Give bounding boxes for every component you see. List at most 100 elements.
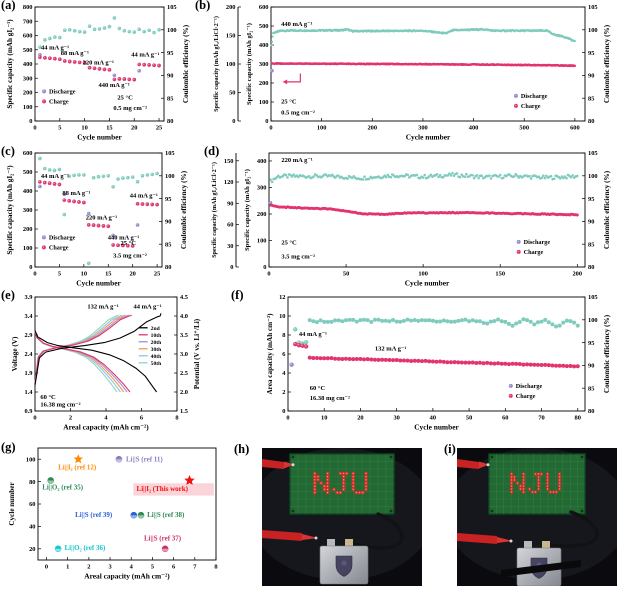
led-text [312, 471, 369, 495]
svg-text:Potential (V vs. Li⁺/Li): Potential (V vs. Li⁺/Li) [193, 318, 201, 389]
svg-text:105: 105 [167, 4, 177, 11]
svg-text:100: 100 [259, 99, 269, 106]
svg-text:Discharge: Discharge [516, 383, 543, 390]
svg-text:25 °C: 25 °C [117, 95, 133, 102]
svg-text:Li||S (ref 11): Li||S (ref 11) [126, 455, 163, 463]
svg-text:60: 60 [502, 415, 508, 422]
svg-text:440 mA g⁻¹: 440 mA g⁻¹ [108, 234, 139, 241]
svg-text:600: 600 [259, 4, 269, 11]
svg-text:2.9: 2.9 [25, 332, 33, 339]
svg-text:25: 25 [156, 125, 162, 132]
svg-text:80: 80 [29, 479, 35, 486]
panel-i: (i) [424, 440, 618, 591]
svg-text:Charge: Charge [521, 103, 541, 110]
photo-h-led-demo [262, 448, 422, 586]
svg-text:100: 100 [23, 245, 33, 252]
svg-text:88 mA g⁻¹: 88 mA g⁻¹ [62, 190, 90, 197]
svg-text:100: 100 [588, 317, 598, 324]
svg-text:12: 12 [279, 294, 285, 301]
svg-text:90: 90 [588, 219, 594, 226]
svg-text:Coulombic efficiency (%): Coulombic efficiency (%) [603, 170, 611, 249]
svg-text:Specific capacity (mAh gI₂⁻¹): Specific capacity (mAh gI₂⁻¹) [246, 23, 253, 105]
svg-text:Coulombic efficiency (%): Coulombic efficiency (%) [603, 24, 611, 103]
svg-text:0.5 mg cm⁻²: 0.5 mg cm⁻² [281, 109, 315, 116]
svg-text:200: 200 [257, 211, 267, 218]
svg-text:60: 60 [29, 501, 35, 508]
svg-text:500: 500 [23, 47, 33, 54]
svg-text:5: 5 [58, 271, 61, 278]
led-text [509, 471, 562, 495]
svg-text:Li||S (ref 37): Li||S (ref 37) [144, 534, 182, 542]
led-matrix-board [289, 453, 395, 515]
panel-b: (b) 0 100 200 300 400 500 600 Cycle number 0 100 2… [192, 0, 618, 148]
svg-text:95: 95 [588, 340, 594, 347]
svg-text:80: 80 [588, 408, 594, 415]
panel-label-i: (i) [444, 442, 456, 456]
svg-text:Areal capacity (mAh cm⁻²): Areal capacity (mAh cm⁻²) [63, 423, 149, 432]
svg-text:0: 0 [33, 415, 36, 422]
alligator-clip-top [457, 459, 490, 469]
svg-text:300: 300 [257, 185, 267, 192]
svg-text:700: 700 [23, 18, 33, 25]
svg-text:500: 500 [23, 169, 33, 176]
svg-text:0: 0 [45, 564, 48, 571]
svg-text:10: 10 [321, 415, 327, 422]
svg-text:2nd: 2nd [151, 326, 161, 332]
svg-text:0.5 mg cm⁻²: 0.5 mg cm⁻² [113, 105, 147, 112]
svg-text:Specific capacity (mAh gI₂/LiC: Specific capacity (mAh gI₂/LiCl·2⁻¹) [213, 16, 220, 112]
svg-text:Coulombic efficiency (%): Coulombic efficiency (%) [182, 24, 190, 103]
panel-a: (a) 0 5 10 15 20 25 Cycle number 0 100 200 300 400 5… [0, 0, 192, 148]
panel-label-c: (c) [1, 144, 15, 158]
svg-text:Area capacity (mAh cm⁻²): Area capacity (mAh cm⁻²) [266, 313, 274, 395]
svg-text:4: 4 [104, 415, 108, 422]
led-matrix-board [488, 453, 586, 515]
svg-text:60 °C: 60 °C [40, 394, 56, 401]
svg-text:5: 5 [151, 564, 154, 571]
svg-text:50: 50 [229, 90, 235, 97]
svg-text:10: 10 [279, 313, 285, 320]
svg-text:220 mA g⁻¹: 220 mA g⁻¹ [281, 157, 312, 164]
svg-text:0: 0 [29, 118, 32, 125]
svg-text:Discharge: Discharge [524, 239, 551, 246]
svg-text:20: 20 [357, 415, 363, 422]
chart-f: 0 10 20 30 40 50 60 70 80 Cycle number 0 2 4 6 8 10 12 Ar… [266, 294, 611, 431]
svg-text:95: 95 [167, 50, 173, 57]
svg-text:8: 8 [282, 332, 285, 339]
svg-text:440 mA g⁻¹: 440 mA g⁻¹ [99, 82, 130, 89]
svg-text:105: 105 [588, 150, 598, 157]
svg-text:600: 600 [570, 125, 580, 132]
svg-text:1: 1 [66, 564, 69, 571]
svg-text:2.4: 2.4 [25, 351, 34, 358]
svg-text:44 mA g⁻¹: 44 mA g⁻¹ [41, 44, 69, 51]
svg-text:85: 85 [588, 241, 594, 248]
svg-text:150: 150 [224, 158, 234, 165]
panel-g: (g) 0 1 2 3 4 5 6 7 8 Areal capacity (mAh cm⁻²) 20… [0, 440, 228, 591]
svg-text:3.5: 3.5 [180, 332, 188, 339]
svg-text:3.5 mg cm⁻²: 3.5 mg cm⁻² [281, 254, 315, 261]
svg-text:0: 0 [267, 271, 270, 278]
svg-text:90: 90 [167, 73, 173, 80]
svg-text:Discharge: Discharge [521, 93, 548, 100]
svg-text:7: 7 [193, 564, 197, 571]
panel-label-d: (d) [204, 144, 220, 158]
svg-text:100: 100 [165, 173, 175, 180]
svg-text:0: 0 [282, 408, 285, 415]
svg-text:25 °C: 25 °C [120, 240, 136, 247]
svg-text:400: 400 [23, 61, 33, 68]
svg-text:3.4: 3.4 [25, 313, 34, 320]
svg-text:Specific capacity (mAh gI₂/LiC: Specific capacity (mAh gI₂/LiCl·2⁻¹) [211, 162, 218, 258]
svg-text:90: 90 [227, 200, 233, 207]
panel-label-b: (b) [195, 0, 211, 12]
svg-text:100: 100 [167, 27, 177, 34]
wire [543, 510, 599, 548]
svg-text:600: 600 [23, 150, 33, 157]
svg-text:0: 0 [232, 118, 235, 125]
svg-text:440 mA g⁻¹: 440 mA g⁻¹ [281, 21, 312, 28]
svg-text:Charge: Charge [516, 393, 536, 400]
svg-text:300: 300 [23, 207, 33, 214]
svg-text:20: 20 [131, 125, 137, 132]
svg-text:3.0: 3.0 [180, 351, 188, 358]
svg-text:2: 2 [69, 415, 72, 422]
chart-g: 0 1 2 3 4 5 6 7 8 Areal capacity (mAh cm⁻²) 20 40 60… [8, 447, 218, 581]
